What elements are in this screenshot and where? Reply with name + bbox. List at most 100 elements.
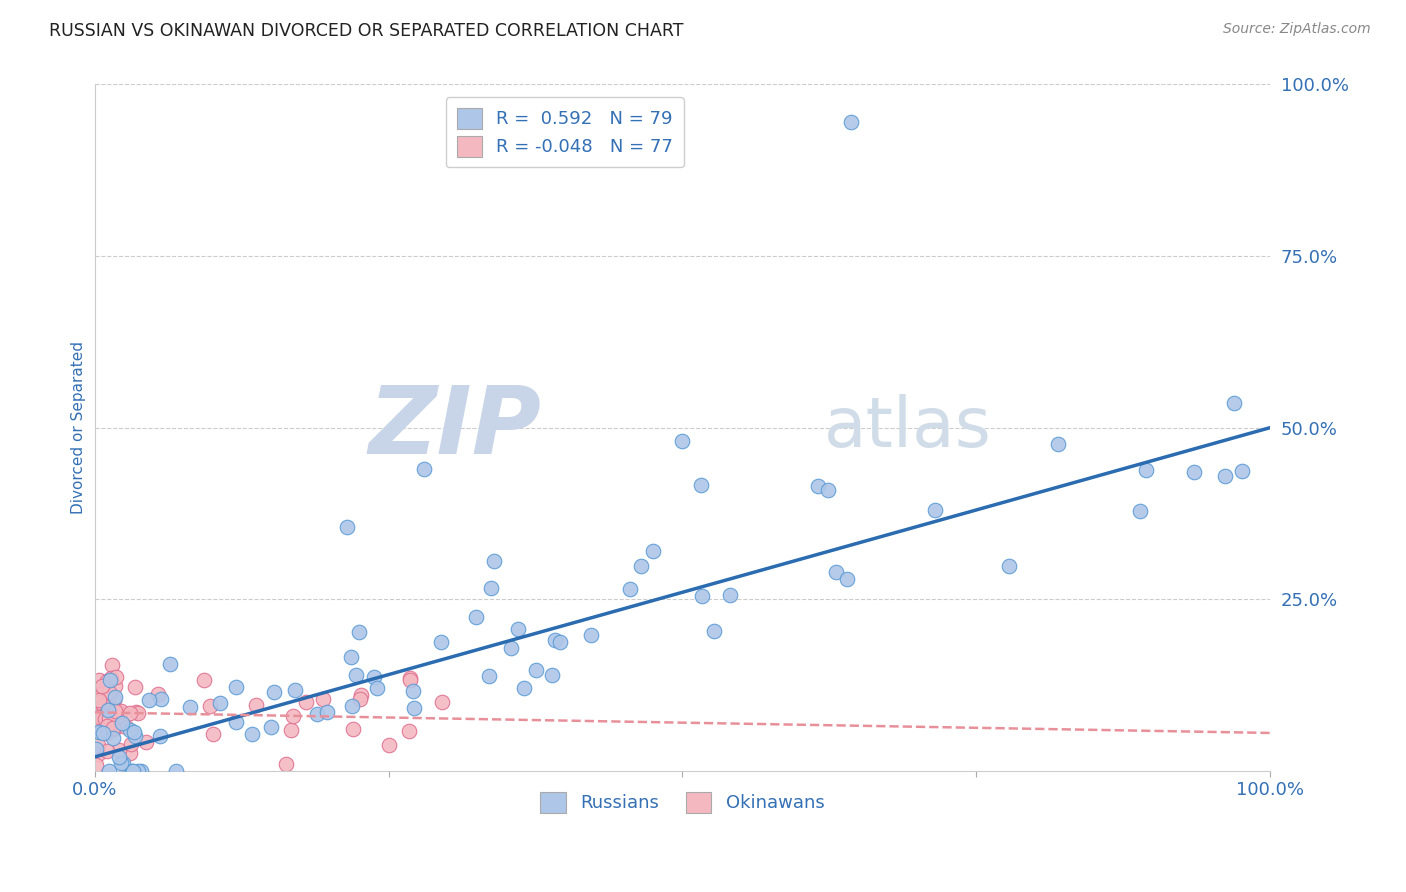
Point	[118, 723, 141, 737]
Point	[135, 735, 157, 749]
Point	[84, 715, 107, 730]
Point	[97, 685, 120, 699]
Point	[202, 727, 225, 741]
Point	[718, 589, 741, 603]
Point	[84, 757, 107, 772]
Point	[579, 628, 602, 642]
Text: atlas: atlas	[824, 394, 991, 461]
Point	[412, 461, 434, 475]
Point	[127, 706, 149, 720]
Point	[630, 559, 652, 574]
Point	[89, 717, 111, 731]
Point	[1129, 504, 1152, 518]
Point	[103, 722, 125, 736]
Point	[98, 712, 121, 726]
Point	[122, 724, 145, 739]
Point	[342, 699, 364, 714]
Point	[91, 709, 114, 723]
Point	[839, 115, 862, 129]
Point	[101, 657, 124, 672]
Point	[1182, 465, 1205, 479]
Point	[98, 690, 121, 704]
Point	[402, 700, 425, 714]
Point	[478, 669, 501, 683]
Point	[91, 698, 114, 712]
Point	[96, 726, 118, 740]
Point	[118, 746, 141, 760]
Legend: Russians, Okinawans: Russians, Okinawans	[530, 780, 835, 823]
Point	[97, 720, 120, 734]
Text: Source: ZipAtlas.com: Source: ZipAtlas.com	[1223, 22, 1371, 37]
Point	[124, 729, 146, 743]
Point	[807, 479, 830, 493]
Point	[107, 705, 129, 719]
Point	[619, 582, 641, 596]
Point	[84, 714, 107, 729]
Text: ZIP: ZIP	[368, 382, 541, 474]
Point	[125, 705, 148, 719]
Point	[402, 684, 425, 698]
Point	[398, 723, 420, 738]
Point	[111, 716, 134, 731]
Point	[84, 706, 107, 721]
Point	[110, 704, 132, 718]
Point	[280, 723, 302, 737]
Point	[118, 706, 141, 721]
Point	[817, 483, 839, 497]
Point	[97, 703, 120, 717]
Point	[87, 747, 110, 761]
Point	[127, 764, 149, 778]
Point	[87, 697, 110, 711]
Point	[499, 641, 522, 656]
Point	[108, 742, 131, 756]
Point	[208, 697, 231, 711]
Point	[924, 503, 946, 517]
Point	[120, 737, 142, 751]
Point	[703, 624, 725, 638]
Point	[103, 690, 125, 705]
Point	[690, 589, 713, 603]
Point	[146, 687, 169, 701]
Text: RUSSIAN VS OKINAWAN DIVORCED OR SEPARATED CORRELATION CHART: RUSSIAN VS OKINAWAN DIVORCED OR SEPARATE…	[49, 22, 683, 40]
Point	[107, 709, 129, 723]
Point	[96, 719, 118, 733]
Point	[430, 695, 453, 709]
Point	[91, 687, 114, 701]
Point	[479, 581, 502, 595]
Point	[430, 634, 453, 648]
Point	[1222, 396, 1244, 410]
Point	[87, 738, 110, 752]
Point	[342, 722, 364, 736]
Point	[263, 685, 285, 699]
Point	[97, 711, 120, 725]
Point	[508, 622, 530, 636]
Point	[378, 738, 401, 752]
Point	[138, 693, 160, 707]
Point	[111, 756, 134, 771]
Point	[124, 681, 146, 695]
Point	[307, 707, 329, 722]
Point	[294, 695, 316, 709]
Point	[690, 477, 713, 491]
Point	[1046, 437, 1069, 451]
Point	[825, 566, 848, 580]
Point	[998, 558, 1021, 573]
Point	[347, 624, 370, 639]
Point	[86, 703, 108, 717]
Point	[87, 725, 110, 739]
Point	[84, 721, 107, 735]
Point	[548, 634, 571, 648]
Point	[544, 633, 567, 648]
Point	[179, 700, 201, 714]
Point	[225, 681, 247, 695]
Point	[671, 434, 693, 449]
Point	[96, 674, 118, 689]
Point	[98, 673, 121, 688]
Point	[281, 709, 304, 723]
Point	[89, 689, 111, 703]
Point	[96, 714, 118, 728]
Point	[274, 757, 297, 772]
Point	[90, 683, 112, 698]
Point	[96, 744, 118, 758]
Point	[87, 693, 110, 707]
